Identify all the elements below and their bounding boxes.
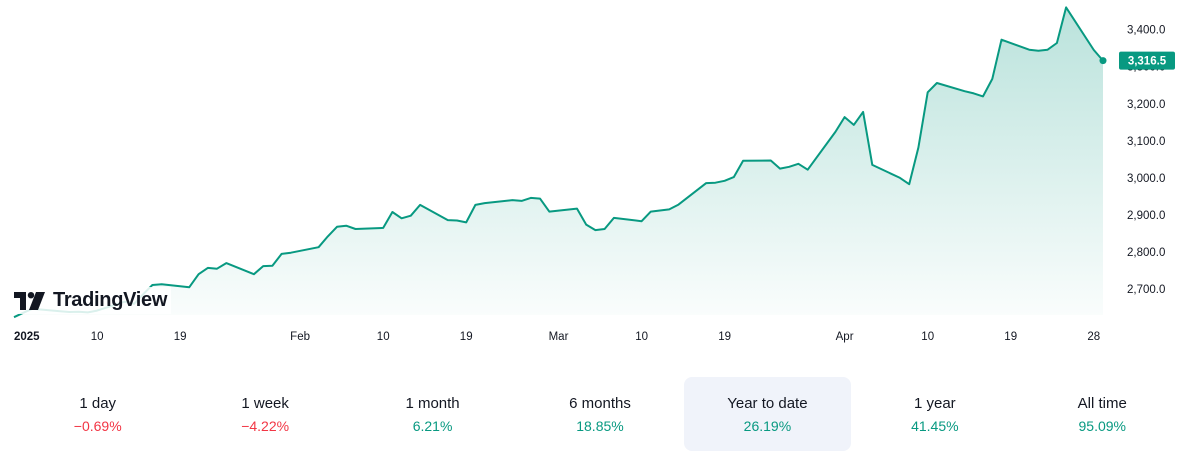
x-tick-label: 10 <box>635 331 648 343</box>
period-change-value: −4.22% <box>241 417 290 434</box>
last-price-label: 3,316.5 <box>1128 56 1167 68</box>
period-tab-1-day[interactable]: 1 day −0.69% <box>14 377 181 451</box>
last-price-badge <box>1119 51 1175 70</box>
tradingview-logo-icon <box>14 291 45 310</box>
tradingview-logo-text: TradingView <box>53 289 168 311</box>
y-tick-label: 3,400.0 <box>1127 25 1165 37</box>
x-tick-label: 19 <box>460 331 473 343</box>
x-axis: 2025 10 19 Feb 10 19 Mar 10 19 Apr 10 19 28 <box>14 331 1100 343</box>
period-label: 1 day <box>79 394 117 412</box>
y-tick-label: 2,800.0 <box>1127 247 1165 259</box>
period-label: 1 month <box>405 394 460 412</box>
period-tab-all-time[interactable]: All time 95.09% <box>1019 377 1186 451</box>
y-tick-label: 3,000.0 <box>1127 173 1165 185</box>
last-price-dot <box>1099 57 1107 65</box>
x-tick-label: 19 <box>1004 331 1017 343</box>
period-label: 1 week <box>241 394 289 412</box>
x-tick-label: 10 <box>91 331 104 343</box>
x-tick-label: 10 <box>921 331 934 343</box>
period-tab-6-months[interactable]: 6 months 18.85% <box>516 377 683 451</box>
period-label: 1 year <box>913 394 956 412</box>
period-tab-year-to-date[interactable]: Year to date 26.19% <box>683 377 852 451</box>
x-tick-label: Mar <box>549 331 569 343</box>
last-price-marker: 3,316.5 <box>1099 51 1175 70</box>
x-tick-label: 19 <box>718 331 731 343</box>
performance-periods: 1 day −0.69% 1 week −4.22% 1 month 6.21% 6 mon… <box>14 377 1186 451</box>
x-tick-label: 2025 <box>14 331 40 343</box>
x-tick-label: Feb <box>290 331 310 343</box>
period-tab-1-year[interactable]: 1 year 41.45% <box>851 377 1018 451</box>
x-tick-label: 10 <box>377 331 390 343</box>
period-change-value: −0.69% <box>73 417 122 434</box>
period-change-value: 6.21% <box>412 417 453 434</box>
period-tab-1-week[interactable]: 1 week −4.22% <box>181 377 348 451</box>
y-tick-label: 3,200.0 <box>1127 99 1165 111</box>
x-tick-label: Apr <box>836 331 854 343</box>
period-label: 6 months <box>569 394 631 412</box>
y-tick-label: 2,700.0 <box>1127 284 1165 296</box>
period-change-value: 18.85% <box>576 417 624 434</box>
chart-area-layer <box>14 7 1103 318</box>
period-change-value: 41.45% <box>911 417 959 434</box>
period-change-value: 95.09% <box>1078 417 1126 434</box>
period-label: Year to date <box>727 394 808 412</box>
price-chart[interactable]: 2,700.0 2,800.0 2,900.0 3,000.0 3,100.0 3,200… <box>0 0 1200 350</box>
x-tick-label: 19 <box>174 331 187 343</box>
period-label: All time <box>1077 394 1127 412</box>
y-tick-label: 3,100.0 <box>1127 136 1165 148</box>
period-change-value: 26.19% <box>743 417 792 434</box>
period-tab-1-month[interactable]: 1 month 6.21% <box>349 377 516 451</box>
price-area-fill <box>14 7 1103 318</box>
x-tick-label: 28 <box>1087 331 1100 343</box>
tradingview-logo[interactable]: TradingView <box>14 287 172 314</box>
y-tick-label: 2,900.0 <box>1127 210 1165 222</box>
